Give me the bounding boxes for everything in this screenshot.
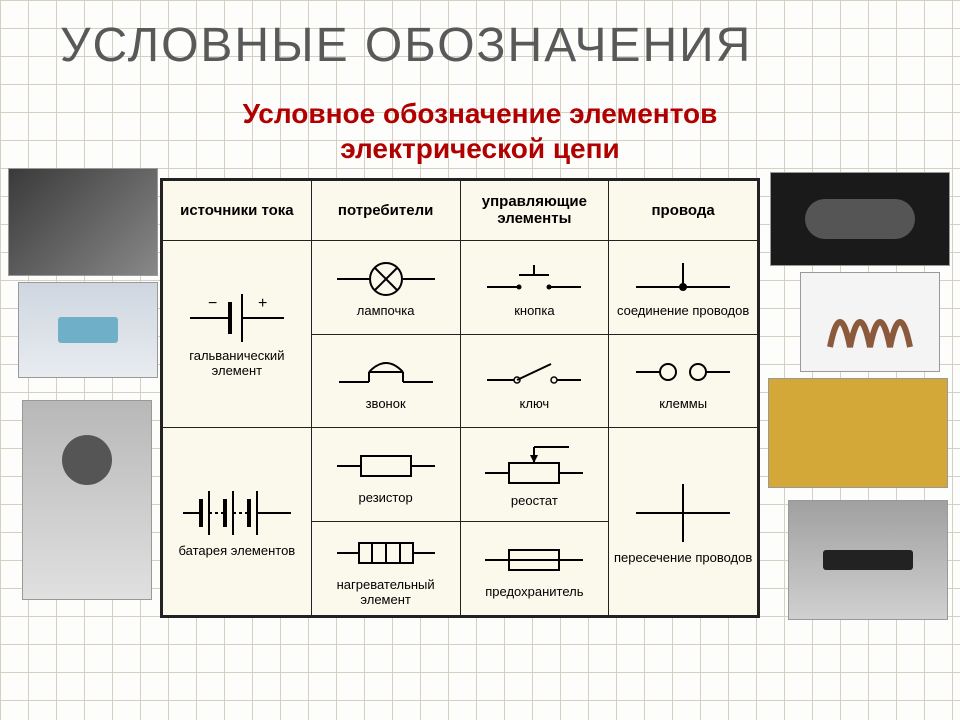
fuse-symbol-icon [479,538,589,582]
svg-text:+: + [258,295,267,312]
label-galvanic: гальванический элемент [165,348,309,378]
crossing-symbol-icon [628,478,738,548]
label-heater: нагревательный элемент [314,577,458,607]
switch-photo [788,500,948,620]
cell-switch: ключ [460,334,609,428]
subtitle-line1: Условное обозначение элементов [243,98,718,129]
symbols-table: источники тока потребители управляющие э… [160,178,760,618]
header-wires: провода [609,181,758,241]
battery-symbol-icon [177,485,297,541]
lamp-symbol-icon [331,257,441,301]
label-crossing: пересечение проводов [614,550,752,565]
subtitle-line2: электрической цепи [340,133,619,164]
table-row: батарея элементов резистор [163,428,758,522]
resistor-symbol-icon [331,444,441,488]
table-row: − + гальванический элемент лампочка [163,240,758,334]
label-rheostat: реостат [511,493,558,508]
sub-title: Условное обозначение элементов электриче… [0,96,960,166]
resistor-board-photo [768,378,948,488]
button-symbol-icon [479,257,589,301]
rheostat-symbol-icon [479,441,589,491]
cell-fuse: предохранитель [460,522,609,616]
cell-bell: звонок [311,334,460,428]
header-sources: источники тока [163,181,312,241]
cell-battery: батарея элементов [163,428,312,616]
label-lamp: лампочка [357,303,415,318]
cell-crossing: пересечение проводов [609,428,758,616]
switch-symbol-icon [479,350,589,394]
header-row: источники тока потребители управляющие э… [163,181,758,241]
cell-resistor: резистор [311,428,460,522]
label-battery: батарея элементов [179,543,296,558]
heater-coil-photo [800,272,940,372]
batteries-photo [8,168,158,276]
label-junction: соединение проводов [617,303,749,318]
bell-symbol-icon [331,350,441,394]
page-title: УСЛОВНЫЕ ОБОЗНАЧЕНИЯ [60,18,752,73]
galvanic-symbol-icon: − + [182,290,292,346]
label-bell: звонок [366,396,406,411]
label-switch: ключ [520,396,550,411]
heater-symbol-icon [331,531,441,575]
terminals-symbol-icon [628,350,738,394]
svg-text:−: − [208,295,217,312]
cell-lamp: лампочка [311,240,460,334]
cell-rheostat: реостат [460,428,609,522]
bell-device-photo [22,400,152,600]
cell-terminals: клеммы [609,334,758,428]
label-resistor: резистор [359,490,413,505]
cell-button: кнопка [460,240,609,334]
header-controls: управляющие элементы [460,181,609,241]
header-consumers: потребители [311,181,460,241]
label-button: кнопка [514,303,554,318]
cell-heater: нагревательный элемент [311,522,460,616]
junction-symbol-icon [628,257,738,301]
label-fuse: предохранитель [485,584,583,599]
cell-junction: соединение проводов [609,240,758,334]
label-terminals: клеммы [659,396,707,411]
rheostat-photo [770,172,950,266]
cell-galvanic: − + гальванический элемент [163,240,312,428]
galvanic-photo [18,282,158,378]
